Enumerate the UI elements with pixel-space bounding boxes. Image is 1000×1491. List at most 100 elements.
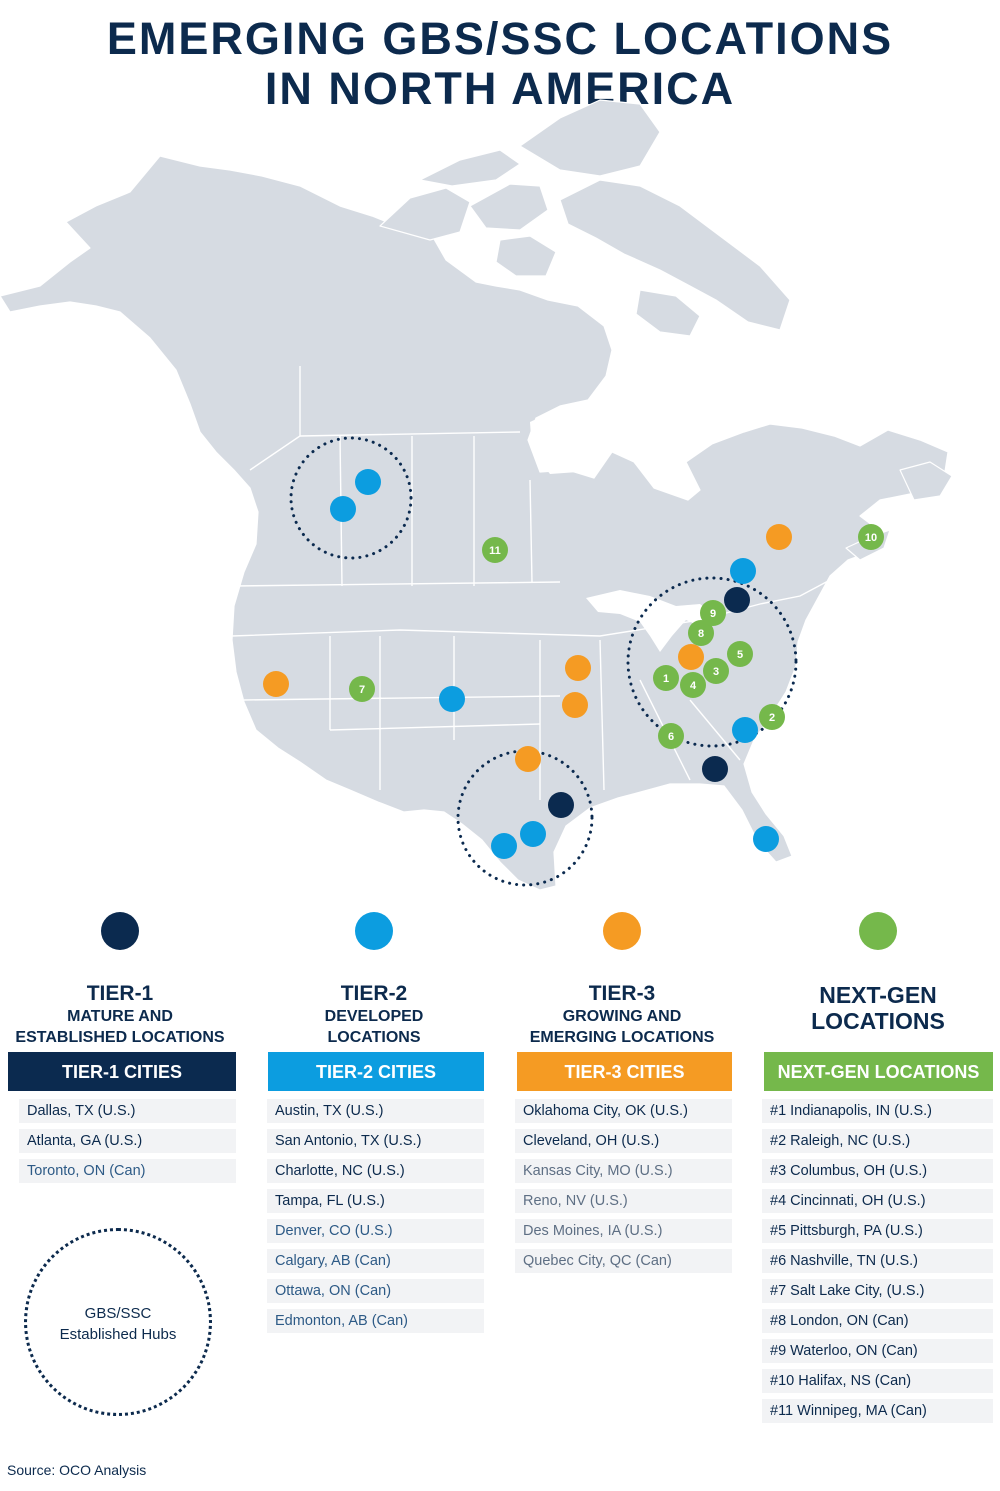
arctic-island-6 — [635, 289, 701, 337]
tier2-desc-2: LOCATIONS — [327, 1029, 421, 1046]
tier1-desc-2: ESTABLISHED LOCATIONS — [15, 1029, 225, 1046]
list-item: Reno, NV (U.S.) — [515, 1189, 732, 1213]
tier2-city-list: Austin, TX (U.S.) San Antonio, TX (U.S.)… — [267, 1099, 484, 1339]
arctic-island-3 — [419, 149, 521, 187]
nextgen-name-1: NEXT-GEN — [819, 982, 937, 1008]
legend-tier1: TIER-1 MATURE AND ESTABLISHED LOCATIONS — [0, 912, 245, 1048]
list-item: Austin, TX (U.S.) — [267, 1099, 484, 1123]
tier1-cities-header: TIER-1 CITIES — [8, 1052, 236, 1091]
tier2-dot — [355, 912, 393, 950]
nextgen-city-list: #1 Indianapolis, IN (U.S.) #2 Raleigh, N… — [762, 1099, 993, 1429]
list-item: #4 Cincinnati, OH (U.S.) — [762, 1189, 993, 1213]
list-item: Kansas City, MO (U.S.) — [515, 1159, 732, 1183]
nextgen-marker-label: 4 — [690, 680, 697, 692]
list-item: Oklahoma City, OK (U.S.) — [515, 1099, 732, 1123]
nextgen-marker-label: 10 — [865, 532, 877, 544]
marker-dallas — [548, 792, 574, 818]
nextgen-marker-9 — [700, 600, 726, 626]
marker-toronto — [724, 587, 750, 613]
nextgen-marker-label: 7 — [359, 684, 365, 696]
hudson-bay — [530, 404, 606, 474]
tier3-cities-header: TIER-3 CITIES — [517, 1052, 732, 1091]
nextgen-marker-label: 11 — [489, 545, 501, 557]
hub-alberta — [289, 436, 413, 560]
marker-san-antonio — [491, 833, 517, 859]
marker-quebec-city — [766, 524, 792, 550]
marker-reno — [263, 671, 289, 697]
nextgen-marker-label: 5 — [737, 649, 743, 661]
list-item: Quebec City, QC (Can) — [515, 1249, 732, 1273]
tier2-markers — [330, 469, 779, 859]
tier3-desc-1: GROWING AND — [562, 1008, 682, 1025]
nextgen-marker-8 — [688, 620, 714, 646]
list-item: #5 Pittsburgh, PA (U.S.) — [762, 1219, 993, 1243]
marker-oklahoma-city — [515, 746, 541, 772]
legend-tier3: TIER-3 GROWING AND EMERGING LOCATIONS — [497, 912, 747, 1048]
hub-legend-line-1: GBS/SSC — [84, 1305, 152, 1322]
list-item: Calgary, AB (Can) — [267, 1249, 484, 1273]
marker-cleveland — [678, 644, 704, 670]
newfoundland — [899, 461, 953, 501]
list-item: #9 Waterloo, ON (Can) — [762, 1339, 993, 1363]
nextgen-marker-7 — [349, 676, 375, 702]
list-item: #3 Columbus, OH (U.S.) — [762, 1159, 993, 1183]
list-item: Edmonton, AB (Can) — [267, 1309, 484, 1333]
list-item: #7 Salt Lake City, (U.S.) — [762, 1279, 993, 1303]
source-note: Source: OCO Analysis — [7, 1462, 147, 1478]
tier2-cities-header: TIER-2 CITIES — [268, 1052, 484, 1091]
list-item: Toronto, ON (Can) — [19, 1159, 236, 1183]
baffin-island — [559, 179, 791, 331]
list-item: Atlanta, GA (U.S.) — [19, 1129, 236, 1153]
list-item: Dallas, TX (U.S.) — [19, 1099, 236, 1123]
hub-legend-label: GBS/SSC Established Hubs — [27, 1303, 209, 1345]
tier2-desc-1: DEVELOPED — [324, 1008, 424, 1025]
list-item: Tampa, FL (U.S.) — [267, 1189, 484, 1213]
arctic-island-2 — [469, 183, 549, 231]
marker-edmonton — [355, 469, 381, 495]
list-item: Denver, CO (U.S.) — [267, 1219, 484, 1243]
list-item: #1 Indianapolis, IN (U.S.) — [762, 1099, 993, 1123]
legend-nextgen: NEXT-GEN LOCATIONS — [753, 912, 1000, 1034]
title-line-1: EMERGING GBS/SSC LOCATIONS — [106, 13, 894, 64]
nextgen-name-2: LOCATIONS — [811, 1008, 945, 1034]
nextgen-marker-3 — [703, 658, 729, 684]
north-america-map: 1 2 3 4 5 6 7 89 10 11 — [0, 99, 953, 891]
tier1-name: TIER-1 — [86, 982, 154, 1005]
nextgen-marker-6 — [658, 723, 684, 749]
tier3-city-list: Oklahoma City, OK (U.S.) Cleveland, OH (… — [515, 1099, 732, 1279]
marker-atlanta — [702, 756, 728, 782]
title-line-2: IN NORTH AMERICA — [264, 63, 736, 114]
tier1-markers — [548, 587, 750, 818]
nextgen-marker-5 — [727, 641, 753, 667]
list-item: Ottawa, ON (Can) — [267, 1279, 484, 1303]
nextgen-marker-label: 8 — [698, 628, 704, 640]
nextgen-marker-11 — [482, 537, 508, 563]
arctic-island-1 — [379, 187, 471, 241]
list-item: Des Moines, IA (U.S.) — [515, 1219, 732, 1243]
arctic-island-5 — [495, 235, 557, 277]
nextgen-marker-label: 9 — [710, 608, 716, 620]
tier3-dot — [603, 912, 641, 950]
marker-kansas-city — [562, 692, 588, 718]
list-item: #8 London, ON (Can) — [762, 1309, 993, 1333]
hub-great-lakes — [626, 576, 798, 748]
list-item: Charlotte, NC (U.S.) — [267, 1159, 484, 1183]
list-item: #6 Nashville, TN (U.S.) — [762, 1249, 993, 1273]
list-item: #2 Raleigh, NC (U.S.) — [762, 1129, 993, 1153]
nextgen-marker-4 — [680, 672, 706, 698]
nextgen-header: NEXT-GEN LOCATIONS — [764, 1052, 993, 1091]
marker-des-moines — [565, 655, 591, 681]
land-masses — [0, 99, 953, 891]
list-item: #11 Winnipeg, MA (Can) — [762, 1399, 993, 1423]
hub-circles — [289, 436, 798, 887]
tier1-desc-1: MATURE AND — [67, 1008, 173, 1025]
nextgen-marker-1 — [653, 665, 679, 691]
marker-denver — [439, 686, 465, 712]
nextgen-marker-label: 1 — [663, 673, 669, 685]
list-item: San Antonio, TX (U.S.) — [267, 1129, 484, 1153]
list-item: #10 Halifax, NS (Can) — [762, 1369, 993, 1393]
nextgen-markers: 1 2 3 4 5 6 7 89 10 11 — [349, 524, 884, 749]
hub-texas — [456, 749, 594, 887]
tier3-desc-2: EMERGING LOCATIONS — [529, 1029, 715, 1046]
marker-charlotte — [732, 717, 758, 743]
